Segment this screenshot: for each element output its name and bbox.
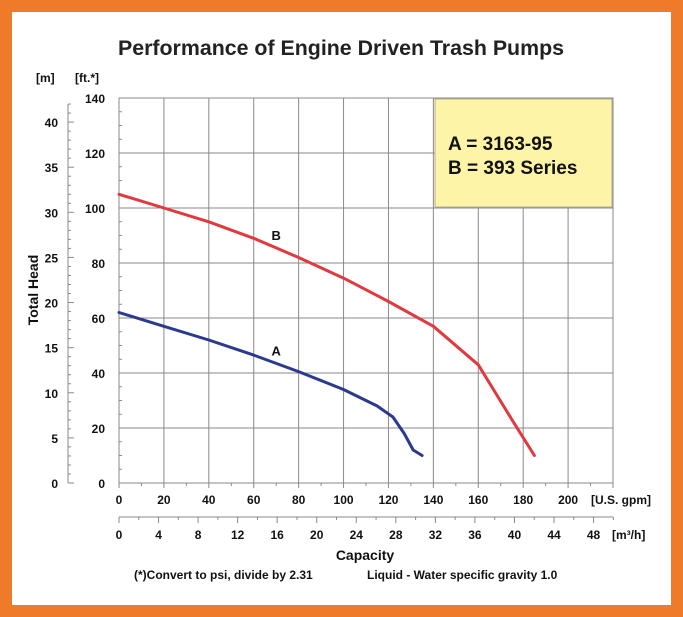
x-tick-label-gpm: 0 (116, 493, 123, 507)
legend-box (434, 98, 613, 208)
x-tick-label-m3h: 44 (547, 528, 561, 542)
y-tick-label-m: 10 (45, 387, 59, 401)
x-tick-label-m3h: 12 (231, 528, 245, 542)
y-tick-label-m: 20 (45, 297, 59, 311)
x-tick-label-gpm: 140 (423, 493, 443, 507)
x-tick-label-m3h: 48 (587, 528, 601, 542)
y-tick-label-ft: 20 (92, 422, 106, 436)
x-tick-label-m3h: 4 (155, 528, 162, 542)
x-tick-label-gpm: 180 (513, 493, 533, 507)
y-tick-label-m: 5 (51, 432, 58, 446)
x-tick-label-m3h: 16 (271, 528, 285, 542)
y-right-unit: [ft.*] (75, 71, 99, 85)
x-tick-label-m3h: 0 (116, 528, 123, 542)
x-axis-title: Capacity (336, 547, 395, 563)
series-line-a (117, 311, 424, 457)
series-label-b: B (271, 228, 280, 243)
y-axis-title: Total Head (25, 255, 41, 326)
y-tick-label-m: 0 (51, 477, 58, 491)
x-tick-label-gpm: 80 (292, 493, 306, 507)
x-tick-label-gpm: 100 (334, 493, 354, 507)
x-tick-label-m3h: 36 (468, 528, 482, 542)
y-tick-label-m: 15 (45, 342, 59, 356)
x-tick-label-m3h: 32 (429, 528, 443, 542)
series-layer: AB (117, 192, 536, 457)
x-bottom-unit: [m³/h] (612, 528, 645, 542)
legend-entry: A = 3163-95 (448, 134, 553, 155)
x-tick-label-gpm: 60 (247, 493, 261, 507)
x-top-unit: [U.S. gpm] (591, 493, 651, 507)
footnote-gravity: Liquid - Water specific gravity 1.0 (367, 568, 558, 582)
series-label-a: A (271, 343, 281, 358)
x-tick-label-gpm: 20 (157, 493, 171, 507)
y-tick-label-ft: 140 (85, 92, 105, 106)
y-tick-label-ft: 40 (92, 367, 106, 381)
y-left-unit: [m] (36, 71, 55, 85)
x-tick-label-gpm: 40 (202, 493, 216, 507)
x-tick-label-m3h: 28 (389, 528, 403, 542)
y-tick-label-ft: 60 (92, 312, 106, 326)
x-tick-label-m3h: 8 (195, 528, 202, 542)
x-tick-label-m3h: 24 (350, 528, 364, 542)
y-tick-label-m: 35 (45, 161, 59, 175)
x-tick-label-m3h: 20 (310, 528, 324, 542)
footnote-psi: (*)Convert to psi, divide by 2.31 (134, 568, 313, 582)
x-tick-label-gpm: 200 (558, 493, 578, 507)
y-tick-label-ft: 80 (92, 257, 106, 271)
y-tick-label-ft: 100 (85, 202, 105, 216)
x-tick-label-gpm: 120 (378, 493, 398, 507)
axes: 0 20 40 60 80 100 120 140 160 180 2000204060801001… (45, 92, 614, 542)
y-tick-label-m: 40 (45, 116, 59, 130)
legend-entry: B = 393 Series (448, 158, 577, 179)
series-line-b (117, 192, 536, 457)
x-tick-label-m3h: 40 (508, 528, 522, 542)
legend: A = 3163-95 B = 393 Series (434, 98, 613, 208)
y-tick-label-m: 25 (45, 251, 59, 265)
y-tick-label-m: 30 (45, 206, 59, 220)
y-tick-label-ft: 120 (85, 147, 105, 161)
chart-title: Performance of Engine Driven Trash Pumps (118, 37, 564, 60)
y-tick-label-ft: 0 (98, 477, 105, 491)
x-tick-label-gpm: 160 (468, 493, 488, 507)
